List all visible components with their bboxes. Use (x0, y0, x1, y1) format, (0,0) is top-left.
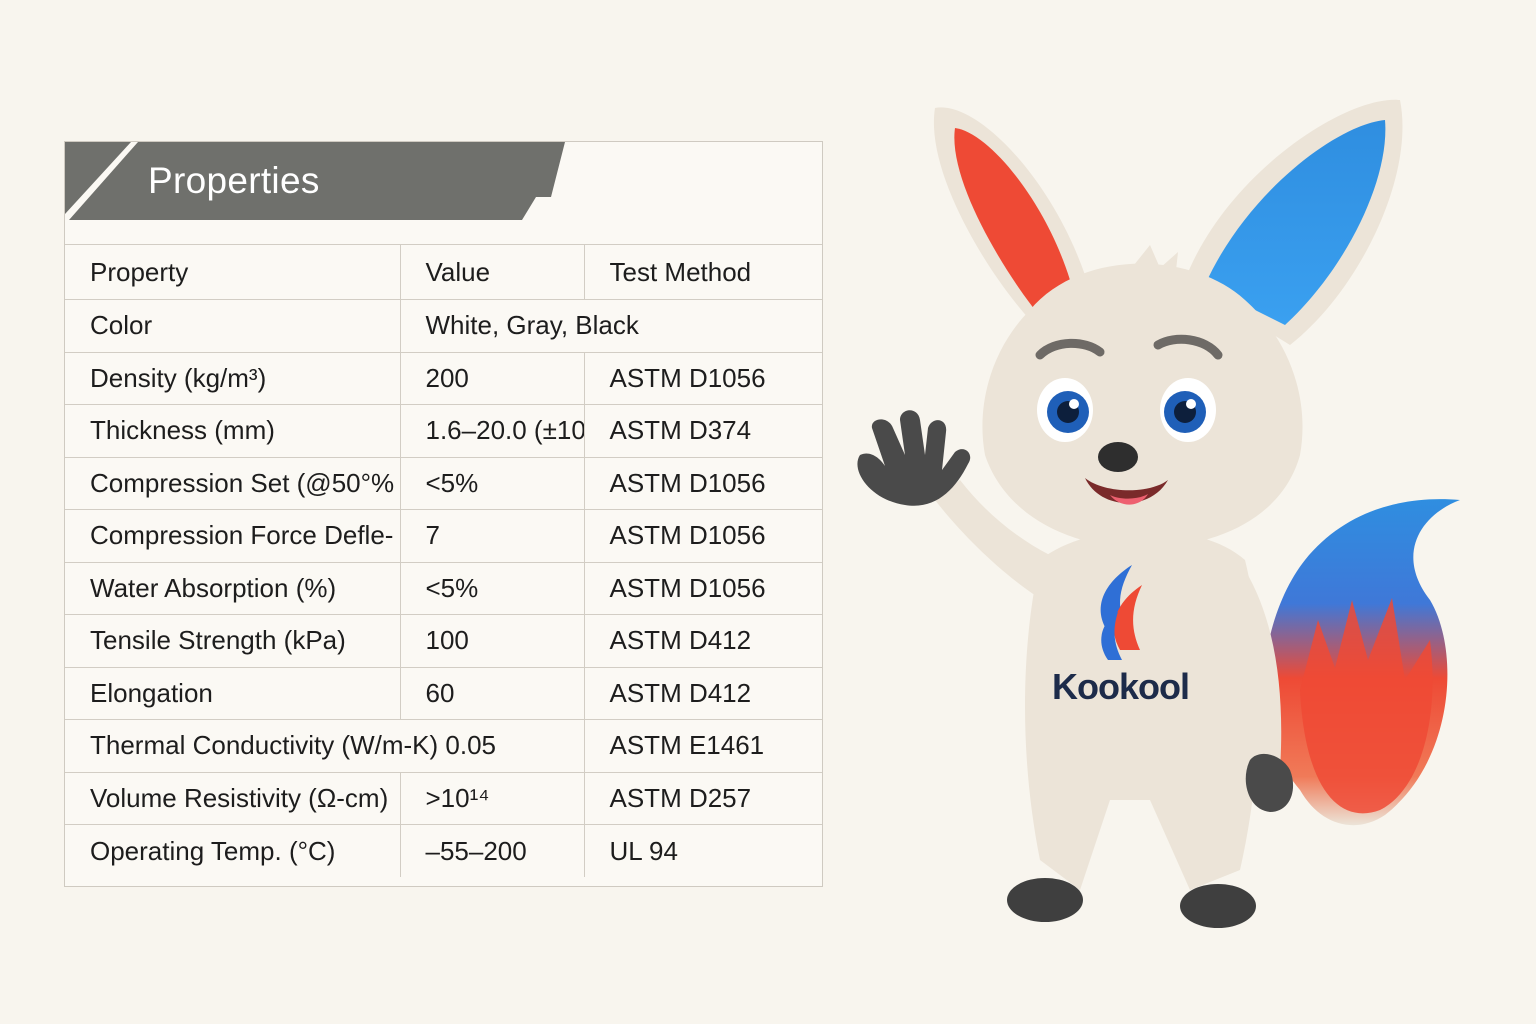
head-icon (982, 245, 1303, 549)
table-row: Density (kg/m³) 200 ASTM D1056 (65, 351, 822, 405)
property-value-cell: Thermal Conductivity (W/m-K) 0.05 (65, 719, 584, 772)
method-cell: ASTM D1056 (583, 351, 822, 405)
column-header-test-method: Test Method (583, 244, 822, 300)
banner-shape (65, 142, 565, 220)
left-ear-icon (933, 107, 1085, 320)
property-cell: Color (65, 299, 400, 352)
body-icon (1007, 530, 1294, 928)
value-cell: <5% (399, 561, 584, 615)
value-cell: 1.6–20.0 (±10%) (399, 404, 584, 457)
method-cell: ASTM D1056 (583, 509, 822, 562)
property-cell: Volume Resistivity (Ω-cm) (65, 771, 400, 825)
property-cell: Compression Set (@50°% (65, 456, 400, 510)
method-cell: ASTM D412 (583, 666, 822, 720)
brand-logo-text: Kookool (1052, 666, 1190, 707)
table-row: Water Absorption (%) <5% ASTM D1056 (65, 561, 822, 615)
table-row: Color White, Gray, Black (65, 299, 822, 352)
fox-mascot-illustration (857, 99, 1460, 928)
value-cell: 100 (399, 614, 584, 667)
value-cell: <5% (399, 456, 584, 510)
value-label: 0.05 (445, 730, 496, 761)
value-cell: 200 (399, 351, 584, 405)
property-cell: Tensile Strength (kPa) (65, 614, 400, 667)
tail-icon (1264, 499, 1460, 826)
table-row: Thermal Conductivity (W/m-K) 0.05 ASTM E… (65, 719, 822, 772)
method-cell: ASTM D412 (583, 614, 822, 667)
value-cell: >10¹⁴ (399, 771, 584, 825)
table-header-row: Property Value Test Method (65, 244, 822, 300)
table-row: Compression Force Defle- 7 ASTM D1056 (65, 509, 822, 562)
table-row: Thickness (mm) 1.6–20.0 (±10%) ASTM D374 (65, 404, 822, 457)
table-row: Operating Temp. (°C) –55–200 UL 94 (65, 824, 822, 877)
table-row: Tensile Strength (kPa) 100 ASTM D412 (65, 614, 822, 667)
method-cell: ASTM D1056 (583, 456, 822, 510)
column-header-value: Value (399, 244, 584, 300)
property-cell: Thickness (mm) (65, 404, 400, 457)
value-cell: White, Gray, Black (399, 299, 822, 352)
method-cell: ASTM D257 (583, 771, 822, 825)
value-cell: 7 (399, 509, 584, 562)
value-cell: –55–200 (399, 824, 584, 877)
table-row: Elongation 60 ASTM D412 (65, 666, 822, 720)
method-cell: ASTM D1056 (583, 561, 822, 615)
property-cell: Operating Temp. (°C) (65, 824, 400, 877)
property-cell: Elongation (65, 666, 400, 720)
method-cell: ASTM D374 (583, 404, 822, 457)
property-cell: Water Absorption (%) (65, 561, 400, 615)
method-cell: ASTM E1461 (583, 719, 822, 772)
column-header-property: Property (65, 244, 400, 300)
table-row: Compression Set (@50°% <5% ASTM D1056 (65, 456, 822, 510)
property-cell: Density (kg/m³) (65, 351, 400, 405)
right-ear-icon (1185, 99, 1403, 345)
property-label: Thermal Conductivity (W/m-K) (90, 730, 439, 761)
property-cell: Compression Force Defle- (65, 509, 400, 562)
page-title: Properties (148, 160, 320, 201)
properties-card: Properties Property Value Test Method Co… (64, 141, 823, 887)
value-cell: 60 (399, 666, 584, 720)
method-cell: UL 94 (583, 824, 822, 877)
table-row: Volume Resistivity (Ω-cm) >10¹⁴ ASTM D25… (65, 771, 822, 825)
properties-banner: Properties (65, 142, 565, 220)
properties-table: Property Value Test Method Color White, … (65, 244, 822, 877)
